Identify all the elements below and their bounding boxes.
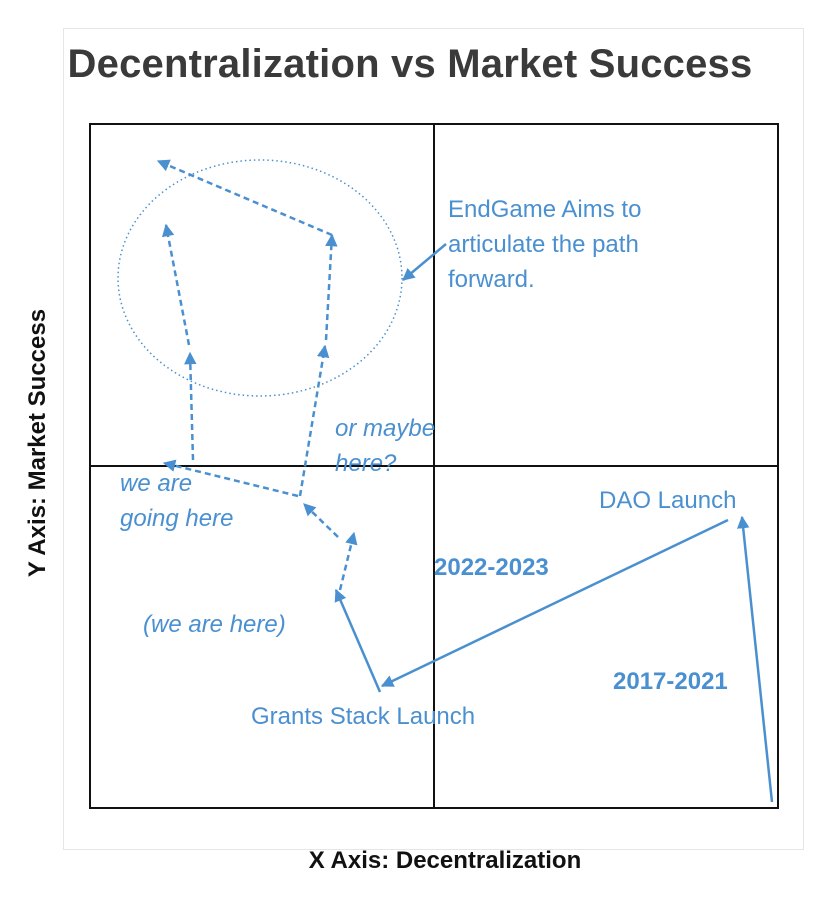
dashed-arrow-to-junction (303, 503, 339, 538)
arrow-endgame-pointer (402, 243, 447, 281)
grants-stack-launch-label: Grants Stack Launch (251, 703, 475, 730)
dashed-arrow-across-top (156, 159, 333, 237)
or-maybe-label-line1: or maybe (335, 415, 435, 442)
we-are-here-label: (we are here) (143, 611, 286, 638)
dashed-arrow-here-up (338, 531, 358, 591)
arrow-2017-2021 (736, 515, 774, 803)
we-are-going-label-line2: going here (120, 505, 233, 532)
dashed-arrow-going-up (184, 351, 197, 461)
dashed-arrow-maybe-up (298, 344, 330, 497)
x-axis-label: X Axis: Decentralization (308, 847, 582, 874)
period-2017-2021-label: 2017-2021 (613, 668, 728, 695)
arrow-2022-2023 (380, 518, 729, 688)
dashed-arrow-right-path-top (324, 233, 338, 341)
endgame-ellipse (117, 159, 403, 397)
endgame-label-line2: articulate the path (448, 231, 639, 258)
dashed-arrow-left-path-top (161, 223, 191, 346)
endgame-label-line3: forward. (448, 266, 535, 293)
arrow-grants-stack-to-here (334, 588, 382, 693)
endgame-label-line1: EndGame Aims to (448, 196, 641, 223)
dashed-arrow-to-going-here (162, 459, 299, 498)
chart-title: Decentralization vs Market Success (67, 42, 753, 86)
or-maybe-label-line2: here? (335, 450, 397, 477)
dao-launch-label: DAO Launch (599, 487, 736, 514)
we-are-going-label-line1: we are (120, 470, 192, 497)
period-2022-2023-label: 2022-2023 (434, 554, 549, 581)
